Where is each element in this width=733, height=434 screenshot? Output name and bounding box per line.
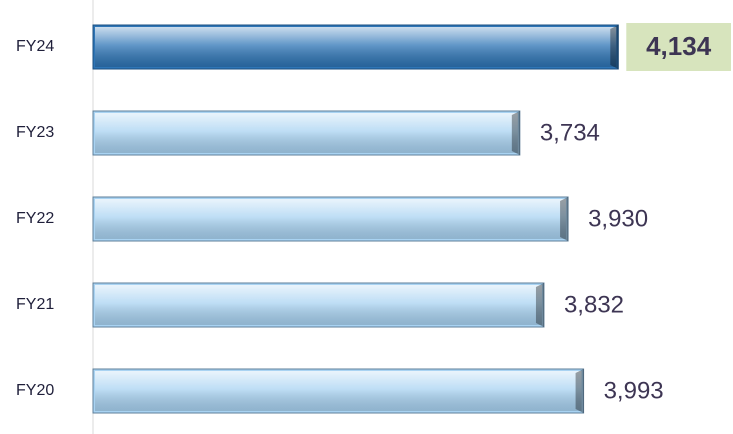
bar-gloss	[95, 285, 542, 325]
bar-gloss	[95, 27, 617, 67]
category-label: FY24	[16, 38, 54, 55]
bar-gloss	[95, 199, 567, 239]
data-label: 3,930	[588, 205, 648, 232]
data-label: 3,993	[604, 377, 664, 404]
category-label: FY20	[16, 382, 54, 399]
data-label: 3,734	[540, 119, 600, 146]
category-label: FY23	[16, 124, 54, 141]
highlight-label-box	[626, 23, 731, 71]
category-label: FY22	[16, 210, 54, 227]
data-label: 3,832	[564, 291, 624, 318]
bar-bevel	[610, 25, 619, 69]
data-label: 4,134	[646, 31, 712, 61]
bar-gloss	[95, 371, 582, 411]
bar-gloss	[95, 113, 518, 153]
bar-bevel	[575, 369, 584, 413]
bar-bevel	[560, 197, 569, 241]
bar-bevel	[535, 283, 544, 327]
bar-bevel	[511, 111, 520, 155]
category-label: FY21	[16, 296, 54, 313]
